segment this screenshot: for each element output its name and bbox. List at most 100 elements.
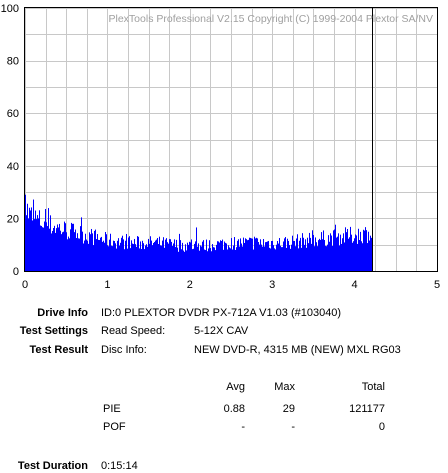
stats-row-pie-max: 29	[282, 403, 295, 415]
pie-bar	[227, 249, 228, 271]
test-duration-value: 0:15:14	[101, 460, 138, 472]
pie-bar	[297, 234, 298, 271]
pie-bar	[184, 251, 185, 271]
pie-bar	[66, 232, 67, 271]
pie-bar	[283, 241, 284, 271]
pie-bar	[313, 234, 314, 271]
pie-bar	[273, 245, 274, 271]
pie-bar	[358, 228, 359, 271]
pie-bar	[242, 246, 243, 271]
pie-bar	[295, 246, 296, 271]
pie-bar	[277, 240, 278, 271]
pie-bar	[199, 250, 200, 271]
pie-bar	[129, 236, 130, 271]
pie-bar	[307, 237, 308, 271]
pie-bar	[165, 239, 166, 271]
pie-bar	[65, 223, 66, 271]
pie-bar	[178, 251, 179, 271]
pie-bar	[88, 243, 89, 271]
test-duration-label: Test Duration	[17, 460, 88, 472]
chart-grid	[25, 8, 438, 272]
pie-bar	[154, 241, 155, 271]
pie-bar	[190, 242, 191, 271]
pie-bar	[133, 244, 134, 271]
pie-bar	[131, 240, 132, 271]
pie-bar	[284, 238, 285, 271]
pie-bar	[43, 227, 44, 271]
pie-bar	[290, 248, 291, 271]
pie-bar	[318, 240, 319, 271]
pie-bar	[32, 220, 33, 271]
pie-bar	[83, 243, 84, 271]
pie-bar	[223, 249, 224, 271]
pie-bar	[128, 237, 129, 271]
pie-bar	[289, 245, 290, 271]
pie-bar	[217, 241, 218, 271]
pie-bar	[288, 240, 289, 271]
disc-info-label: Disc Info:	[101, 344, 147, 356]
pie-bar	[86, 239, 87, 271]
pie-bar	[120, 242, 121, 271]
pie-bar	[95, 229, 96, 271]
pie-bar	[234, 237, 235, 271]
pie-bar	[309, 232, 310, 271]
pie-bar	[159, 236, 160, 271]
pie-bar	[160, 245, 161, 271]
pie-bar	[191, 239, 192, 271]
max-header: Max	[274, 381, 295, 393]
pie-bar	[331, 235, 332, 271]
pie-bar	[303, 237, 304, 271]
pie-bar	[36, 219, 37, 271]
pie-bar	[168, 243, 169, 271]
pie-bar	[256, 237, 257, 271]
pie-bar	[180, 240, 181, 271]
pie-bar	[185, 244, 186, 271]
pie-bar	[49, 228, 50, 271]
pie-bar	[215, 250, 216, 271]
pie-bar	[344, 242, 345, 271]
pie-bar	[236, 247, 237, 271]
pie-bar	[79, 238, 80, 271]
pie-bar	[211, 251, 212, 271]
pie-bar	[71, 222, 72, 271]
pie-bar	[320, 239, 321, 271]
pie-bar	[31, 207, 32, 271]
pie-bar	[340, 234, 341, 271]
pie-bar	[232, 249, 233, 271]
pie-bar	[208, 248, 209, 271]
pie-bar	[141, 249, 142, 271]
pie-bar	[99, 240, 100, 271]
pie-bar	[189, 241, 190, 271]
pie-bar	[76, 238, 77, 271]
pie-bar	[106, 234, 107, 271]
pie-bar	[312, 230, 313, 271]
pie-bar	[249, 237, 250, 271]
pie-bar	[125, 240, 126, 271]
pie-bar	[353, 241, 354, 271]
pie-bar	[285, 237, 286, 271]
pie-bar	[188, 244, 189, 271]
pie-bar	[333, 230, 334, 271]
pie-bar	[122, 235, 123, 271]
y-tick-label: 20	[7, 213, 19, 225]
pie-bar	[151, 240, 152, 271]
pie-bar	[82, 231, 83, 271]
pie-bar	[27, 203, 28, 271]
pie-bar	[112, 246, 113, 271]
pie-bar	[130, 248, 131, 271]
pie-bar	[354, 238, 355, 271]
pie-bar	[85, 233, 86, 271]
pie-bar	[26, 215, 27, 271]
pie-bar	[181, 249, 182, 271]
test-result-label: Test Result	[29, 344, 88, 356]
pie-bar	[371, 237, 372, 271]
pie-bar	[214, 247, 215, 271]
pie-bar	[370, 235, 371, 271]
pie-bar	[152, 245, 153, 271]
pie-bar	[237, 240, 238, 271]
pie-bar	[350, 226, 351, 271]
pie-bar	[261, 244, 262, 271]
pie-bar	[59, 223, 60, 271]
pie-bar	[146, 244, 147, 271]
pie-bar	[177, 247, 178, 271]
